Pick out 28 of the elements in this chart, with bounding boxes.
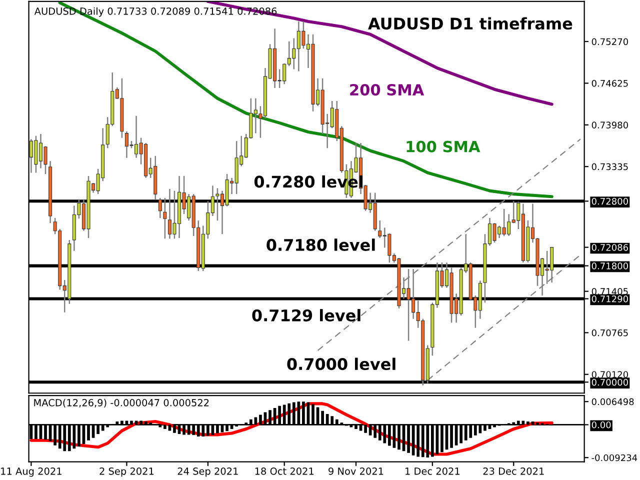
annotation: MACD(12,26,9) -0.000047 0.000522 — [34, 398, 209, 408]
ref-line-label: 0.7000 level — [287, 358, 396, 370]
series-label: 200 SMA — [350, 84, 424, 96]
series-label: 100 SMA — [406, 140, 480, 152]
x-tick-label: 1 Dec 2021 — [406, 467, 460, 475]
x-tick-label: 11 Aug 2021 — [1, 467, 62, 477]
x-tick-label: 23 Dec 2021 — [483, 467, 544, 475]
x-tick-label: 18 Oct 2021 — [255, 467, 314, 475]
y-tick-label: 0.73335 — [592, 163, 628, 170]
x-tick-label: 9 Nov 2021 — [328, 467, 384, 475]
y-tick-label: 0.72086 — [592, 244, 628, 251]
y-tick-label: 0.73980 — [592, 122, 628, 128]
y-tick-label: 0.70765 — [592, 329, 628, 336]
x-tick-label: 2 Sep 2021 — [100, 467, 154, 477]
y-tick-label: -0.009234 — [592, 454, 638, 462]
ref-line-label: 0.7129 level — [252, 309, 360, 322]
y-tick-label: 0.70120 — [592, 371, 628, 378]
y-tick-label: 0.75270 — [592, 38, 628, 46]
y-tick-label: 0.71290 — [592, 295, 628, 302]
x-tick-label: 24 Sep 2021 — [178, 467, 238, 477]
y-tick-label: 0.006498 — [592, 398, 634, 406]
y-tick-label: 0.71800 — [592, 262, 628, 270]
y-tick-label: 0.72800 — [592, 198, 628, 205]
y-tick-label: 0.74625 — [592, 80, 628, 87]
y-tick-label: 0.70000 — [592, 378, 628, 386]
text: AUDUSD D1 timeframe — [368, 17, 572, 30]
y-tick-label: 0.00 — [592, 421, 611, 428]
ref-line-label: 0.7180 level — [266, 238, 375, 251]
